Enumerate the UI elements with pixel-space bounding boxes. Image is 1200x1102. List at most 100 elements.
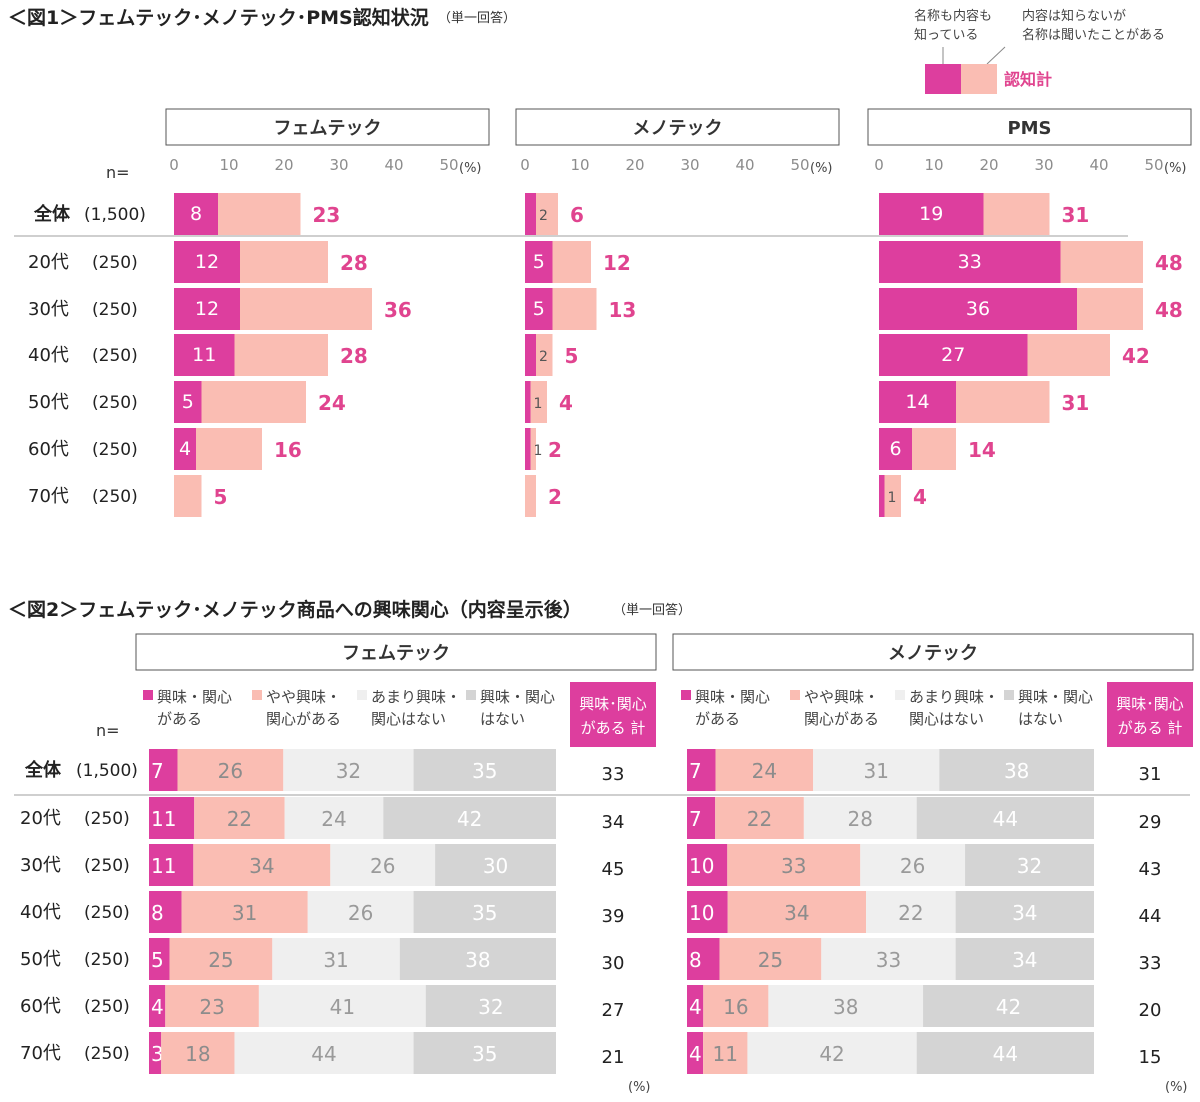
fig1-panel-title-1: フェムテック	[274, 118, 382, 139]
fig1-bar-deep	[525, 288, 553, 330]
fig2-bar-segment	[768, 985, 924, 1027]
fig2-legend-swatch	[1004, 690, 1014, 700]
fig2-legend-label: 関心はない	[909, 710, 984, 728]
fig1-bar-light	[552, 288, 597, 330]
fig1-bar-deep	[174, 334, 235, 376]
fig1-note: （単一回答）	[438, 10, 516, 26]
fig2-row-n: (250)	[84, 809, 130, 829]
fig2-value-label: 38	[1004, 759, 1029, 783]
fig1-x-tick: 50	[439, 156, 458, 174]
fig2-value-label: 8	[689, 948, 702, 972]
fig2-value-total: 43	[1139, 859, 1162, 880]
fig2-value-label: 31	[323, 948, 348, 972]
fig2-value-label: 38	[833, 995, 858, 1019]
fig2-bar-segment	[234, 1032, 414, 1074]
fig2-value-label: 26	[348, 901, 373, 925]
fig1-row-n: (250)	[92, 253, 138, 273]
fig2-bar-segment	[165, 985, 259, 1027]
fig1-value-deep: 6	[889, 438, 901, 460]
fig2-bar-segment	[181, 891, 308, 933]
fig1-row-label: 40代	[28, 345, 69, 366]
fig2-panel-title-1: フェムテック	[342, 643, 450, 664]
legend-deep-label-line2: 知っている	[914, 27, 978, 43]
fig2-value-label: 28	[848, 807, 873, 831]
fig2-row-label: 50代	[20, 949, 61, 970]
fig1-row-label: 50代	[28, 392, 69, 413]
fig2-bar-segment	[719, 938, 822, 980]
fig1-x-tick: 40	[384, 156, 403, 174]
fig2-legend-label: がある	[157, 710, 202, 728]
fig2-bar-segment	[727, 844, 861, 886]
legend-light-label-line2: 名称は聞いたことがある	[1022, 27, 1165, 43]
fig2-legend-label: やや興味・	[266, 688, 341, 706]
fig2-value-label: 24	[752, 759, 777, 783]
fig2-bar-segment	[425, 985, 556, 1027]
fig2-bar-segment	[687, 938, 720, 980]
fig1-bar-light	[552, 241, 591, 283]
fig2-row-label: 30代	[20, 855, 61, 876]
fig1-value-total: 28	[340, 344, 368, 368]
fig2-legend-swatch	[466, 690, 476, 700]
fig2-bar-segment	[965, 844, 1094, 886]
fig1-value-deep: 5	[182, 391, 194, 413]
fig1-x-tick: 20	[274, 156, 293, 174]
fig2-panel-title-2: メノテック	[888, 643, 978, 664]
fig2-value-total: 34	[602, 812, 625, 833]
fig1-bar-light	[201, 381, 306, 423]
fig2-value-label: 42	[819, 1042, 844, 1066]
legend-light-label-line1: 内容は知らないが	[1022, 8, 1126, 24]
fig2-bar-segment	[747, 1032, 917, 1074]
fig1-x-tick: 40	[735, 156, 754, 174]
fig2-bar-segment	[383, 797, 556, 839]
fig2-value-total: 31	[1139, 764, 1162, 785]
fig1-bar-deep	[174, 193, 218, 235]
fig1-value-deep: 12	[195, 251, 219, 273]
fig2-unit: (%)	[1165, 1080, 1188, 1095]
fig1-bar-light	[530, 428, 536, 470]
fig1-bar-deep	[174, 241, 240, 283]
fig2-value-label: 18	[185, 1042, 210, 1066]
fig2-value-label: 35	[472, 759, 497, 783]
fig1-bar-deep	[879, 334, 1028, 376]
fig1-value-total: 24	[318, 391, 346, 415]
fig2-bar-segment	[687, 844, 728, 886]
legend-total-label: 認知計	[1004, 70, 1052, 89]
fig1-value-total: 5	[214, 485, 228, 509]
fig2-panel-header-2	[672, 633, 1194, 671]
fig2-value-label: 32	[336, 759, 361, 783]
fig2-value-label: 4	[689, 1042, 702, 1066]
fig2-value-label: 7	[689, 759, 702, 783]
fig1-value-deep: 1	[534, 443, 543, 459]
fig1-value-total: 48	[1155, 298, 1183, 322]
fig2-legend-swatch	[895, 690, 905, 700]
fig2-bar-segment	[703, 985, 769, 1027]
fig2-bar-segment	[687, 891, 728, 933]
fig2-legend-label: 関心がある	[804, 710, 879, 728]
fig2-bar-segment	[413, 1032, 556, 1074]
fig1-value-total: 13	[609, 298, 637, 322]
fig2-value-total: 45	[602, 859, 625, 880]
fig1-row-n: (250)	[92, 487, 138, 507]
fig2-value-label: 7	[151, 759, 164, 783]
fig1-value-total: 5	[565, 344, 579, 368]
fig1-value-total: 2	[548, 485, 562, 509]
fig1-bar-deep	[525, 241, 553, 283]
fig1-bar-light	[536, 334, 553, 376]
fig2-value-label: 33	[781, 854, 806, 878]
fig2-bar-segment	[687, 749, 716, 791]
fig2-value-total: 15	[1139, 1047, 1162, 1068]
fig2-value-label: 26	[218, 759, 243, 783]
fig2-legend-label: 興味・関心	[695, 688, 770, 706]
fig2-bar-segment	[193, 844, 331, 886]
fig1-x-tick: 10	[924, 156, 943, 174]
fig1-value-deep: 8	[190, 203, 202, 225]
fig1-x-tick: 0	[874, 156, 884, 174]
fig2-bar-segment	[169, 938, 273, 980]
fig2-bar-segment	[307, 891, 414, 933]
fig1-row-n: (250)	[92, 393, 138, 413]
fig2-bar-segment	[687, 797, 716, 839]
fig2-bar-segment	[916, 797, 1094, 839]
legend-deep-swatch	[925, 64, 961, 94]
fig2-total-header	[1107, 682, 1193, 747]
